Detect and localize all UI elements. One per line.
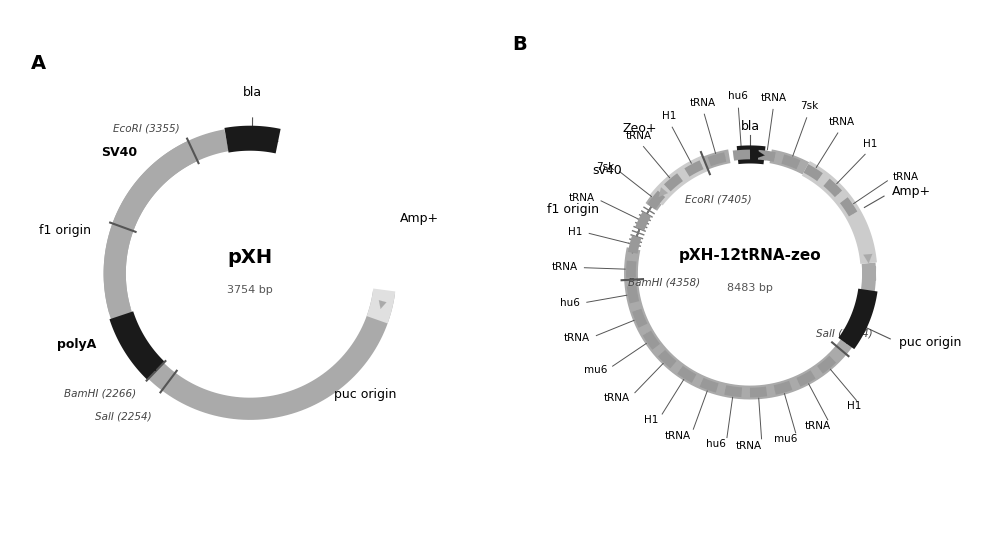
Text: mu6: mu6 xyxy=(584,365,607,375)
Text: f1 origin: f1 origin xyxy=(39,224,91,237)
Text: bla: bla xyxy=(243,86,262,99)
Text: puc origin: puc origin xyxy=(334,388,396,401)
Text: BamHI (2266): BamHI (2266) xyxy=(64,388,136,398)
Text: tRNA: tRNA xyxy=(626,131,652,141)
Text: H1: H1 xyxy=(662,111,676,121)
Text: 7sk: 7sk xyxy=(596,162,614,172)
Text: Zeo+: Zeo+ xyxy=(622,123,657,135)
Text: Amp+: Amp+ xyxy=(400,212,439,225)
Text: SalI (2254): SalI (2254) xyxy=(816,329,872,339)
Text: bla: bla xyxy=(740,120,760,133)
Text: SV40: SV40 xyxy=(101,146,137,159)
Text: tRNA: tRNA xyxy=(665,430,691,441)
Text: EcoRI (3355): EcoRI (3355) xyxy=(113,124,179,133)
Text: A: A xyxy=(31,54,46,73)
Text: 7sk: 7sk xyxy=(800,101,818,111)
Text: tRNA: tRNA xyxy=(689,97,715,108)
Text: mu6: mu6 xyxy=(774,434,798,444)
Text: tRNA: tRNA xyxy=(736,441,762,451)
Text: SalI (2254): SalI (2254) xyxy=(95,412,151,422)
Text: f1 origin: f1 origin xyxy=(547,203,599,216)
Text: tRNA: tRNA xyxy=(604,393,630,403)
Text: 8483 bp: 8483 bp xyxy=(727,283,773,293)
Text: BamHI (4358): BamHI (4358) xyxy=(628,278,700,288)
Text: EcoRI (7405): EcoRI (7405) xyxy=(685,194,751,204)
Text: tRNA: tRNA xyxy=(564,333,590,343)
Text: H1: H1 xyxy=(863,139,877,149)
Text: polyA: polyA xyxy=(57,339,97,352)
Text: tRNA: tRNA xyxy=(569,193,595,203)
Text: pXH-12tRNA-zeo: pXH-12tRNA-zeo xyxy=(679,248,821,263)
Text: B: B xyxy=(512,36,527,54)
Text: hu6: hu6 xyxy=(728,91,748,101)
Text: pXH: pXH xyxy=(227,248,273,267)
Text: H1: H1 xyxy=(568,227,583,237)
Text: H1: H1 xyxy=(847,401,861,411)
Text: H1: H1 xyxy=(644,415,659,425)
Text: tRNA: tRNA xyxy=(761,92,787,102)
Text: puc origin: puc origin xyxy=(899,336,961,350)
Text: tRNA: tRNA xyxy=(805,421,831,431)
Text: sv40: sv40 xyxy=(592,164,622,177)
Text: Amp+: Amp+ xyxy=(892,185,931,198)
Text: 3754 bp: 3754 bp xyxy=(227,285,273,295)
Text: tRNA: tRNA xyxy=(828,117,855,127)
Text: hu6: hu6 xyxy=(706,439,726,450)
Text: tRNA: tRNA xyxy=(893,172,919,182)
Text: tRNA: tRNA xyxy=(551,263,577,272)
Text: hu6: hu6 xyxy=(560,299,580,309)
